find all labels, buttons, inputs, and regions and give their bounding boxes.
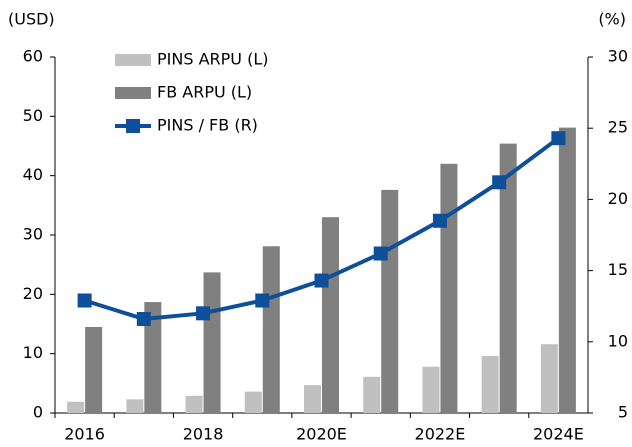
bar bbox=[381, 189, 399, 413]
legend-label: PINS ARPU (L) bbox=[157, 50, 268, 69]
bar bbox=[499, 143, 517, 414]
bar bbox=[67, 401, 85, 413]
bar bbox=[322, 217, 339, 413]
legend-label: FB ARPU (L) bbox=[157, 83, 252, 102]
x-tick-label: 2020E bbox=[296, 425, 347, 444]
bar bbox=[126, 399, 144, 413]
y2-tick-label: 30 bbox=[608, 47, 628, 66]
bar bbox=[363, 376, 381, 413]
y2-tick-label: 5 bbox=[618, 403, 628, 422]
legend-label: PINS / FB (R) bbox=[157, 116, 258, 135]
bar bbox=[440, 163, 458, 413]
x-tick-label: 2016 bbox=[64, 425, 105, 444]
line bbox=[84, 136, 560, 322]
marker bbox=[492, 175, 507, 190]
bar bbox=[185, 395, 203, 413]
y-tick-label: 30 bbox=[23, 225, 43, 244]
y2-axis-label: (%) bbox=[598, 10, 626, 29]
marker bbox=[196, 306, 211, 321]
marker bbox=[373, 246, 388, 261]
x-tick-label: 2018 bbox=[183, 425, 224, 444]
bar bbox=[481, 356, 499, 413]
y2-tick-label: 25 bbox=[608, 118, 628, 137]
y2-tick-label: 15 bbox=[608, 260, 628, 279]
marker bbox=[551, 131, 566, 146]
y-tick-label: 60 bbox=[23, 47, 43, 66]
bar bbox=[203, 272, 221, 413]
bar bbox=[540, 344, 558, 413]
marker bbox=[432, 213, 447, 228]
marker bbox=[136, 312, 151, 327]
bar bbox=[304, 385, 321, 413]
bar bbox=[262, 246, 280, 413]
y2-tick-label: 10 bbox=[608, 331, 628, 350]
marker bbox=[77, 293, 92, 308]
bar bbox=[422, 366, 440, 413]
y-tick-label: 10 bbox=[23, 343, 43, 362]
bar bbox=[244, 391, 262, 413]
bar bbox=[144, 302, 162, 413]
y-tick-label: 40 bbox=[23, 165, 43, 184]
y-axis-label: (USD) bbox=[8, 10, 55, 29]
x-tick-label: 2022E bbox=[415, 425, 466, 444]
marker bbox=[255, 293, 270, 308]
y2-tick-label: 20 bbox=[608, 189, 628, 208]
bar bbox=[85, 326, 103, 413]
legend-swatch bbox=[115, 54, 151, 66]
legend-marker bbox=[126, 119, 140, 133]
marker bbox=[314, 273, 329, 288]
y-tick-label: 50 bbox=[23, 106, 43, 125]
bar bbox=[558, 127, 576, 414]
legend-swatch bbox=[115, 87, 151, 99]
y-tick-label: 20 bbox=[23, 284, 43, 303]
y-tick-label: 0 bbox=[33, 403, 43, 422]
x-tick-label: 2024E bbox=[533, 425, 584, 444]
